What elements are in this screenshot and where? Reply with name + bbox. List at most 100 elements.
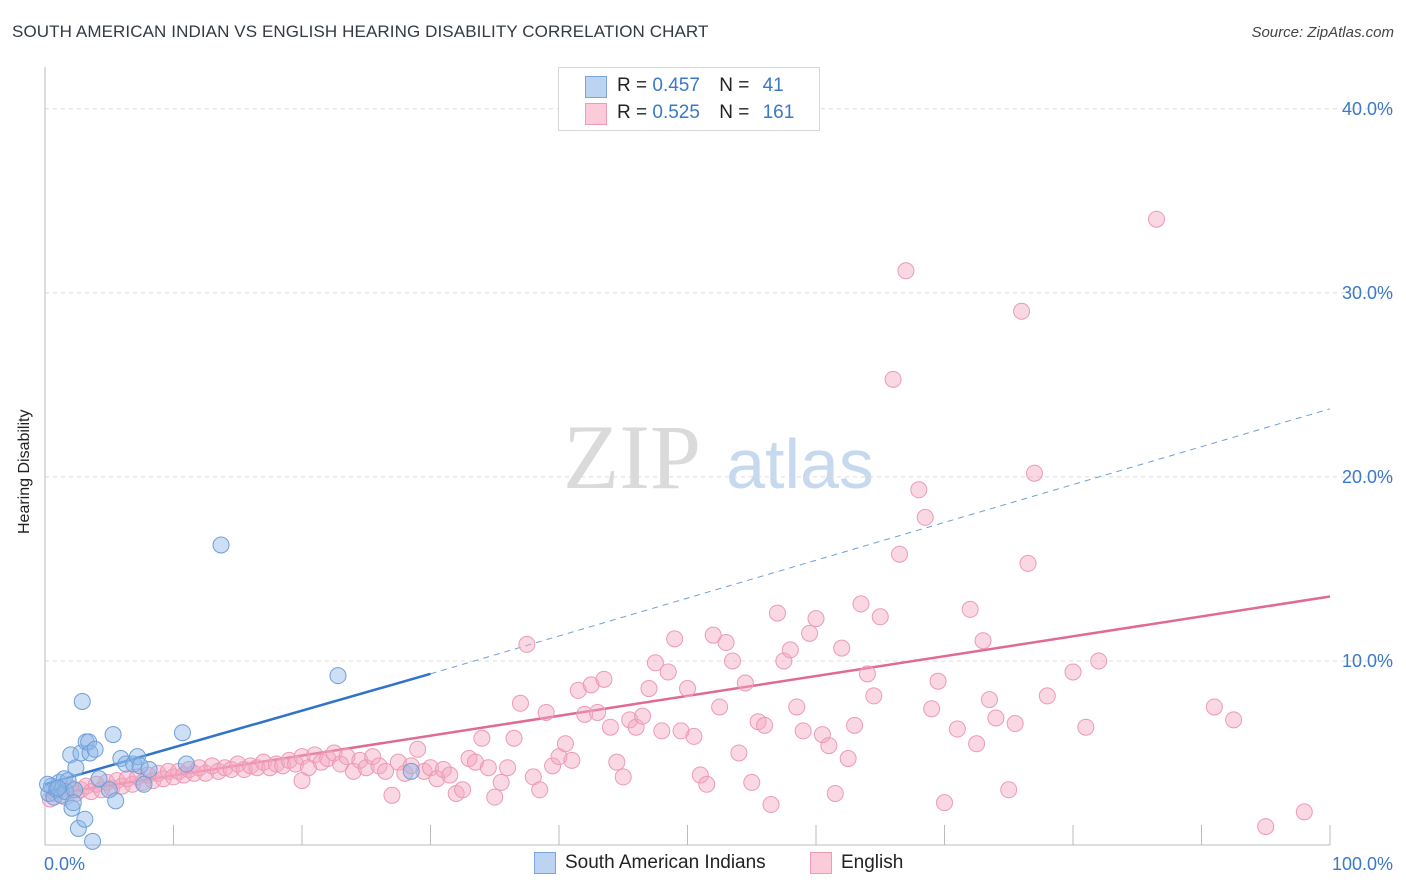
- trendline-english: [44, 595, 1331, 797]
- point-english: [653, 722, 671, 740]
- point-english: [422, 759, 439, 777]
- point-south-american-indians: [62, 746, 80, 764]
- y-tick-label: 10.0%: [1342, 651, 1393, 671]
- point-english: [389, 753, 407, 771]
- point-south-american-indians: [131, 757, 149, 775]
- point-english: [499, 759, 517, 777]
- watermark-atlas: atlas: [726, 425, 874, 503]
- chart-title: SOUTH AMERICAN INDIAN VS ENGLISH HEARING…: [12, 22, 709, 41]
- point-english: [576, 705, 594, 723]
- point-south-american-indians: [135, 775, 153, 793]
- point-english: [871, 608, 889, 626]
- point-english: [1295, 803, 1313, 821]
- point-english: [884, 370, 902, 388]
- point-english: [813, 726, 831, 744]
- point-english: [891, 545, 909, 563]
- legend-n-label: N =: [719, 75, 750, 96]
- point-south-american-indians: [67, 759, 85, 777]
- point-english: [723, 652, 741, 670]
- point-south-american-indians: [140, 761, 158, 779]
- point-english: [569, 681, 587, 699]
- point-english: [1077, 718, 1095, 736]
- point-english: [672, 722, 690, 740]
- point-south-american-indians: [49, 779, 67, 797]
- point-english: [364, 748, 382, 766]
- point-english: [948, 720, 966, 738]
- legend-row-south-american-indians: R = 0.457 N = 41: [617, 75, 784, 99]
- legend-swatch-south-american-indians: [585, 76, 607, 98]
- point-english: [377, 762, 395, 780]
- zipatlas-watermark: ZIP atlas: [563, 406, 874, 508]
- point-english: [601, 718, 619, 736]
- point-south-american-indians: [66, 781, 84, 799]
- legend-r-label: R =: [617, 75, 648, 96]
- point-south-american-indians: [104, 726, 122, 744]
- point-south-american-indians: [86, 740, 104, 758]
- point-english: [544, 757, 562, 775]
- point-english: [556, 735, 574, 753]
- point-english: [916, 508, 934, 526]
- legend: R = 0.457 N = 41 R = 0.525 N = 161: [558, 67, 820, 131]
- legend-r-value: 0.457: [652, 75, 700, 96]
- point-south-american-indians: [76, 810, 94, 828]
- point-english: [826, 784, 844, 802]
- point-english: [801, 624, 819, 642]
- legend-n-label: N =: [719, 102, 750, 123]
- point-english: [923, 700, 941, 718]
- point-english: [717, 634, 735, 652]
- point-english: [1064, 663, 1082, 681]
- point-south-american-indians: [173, 724, 191, 742]
- point-english: [563, 751, 581, 769]
- point-english: [974, 632, 992, 650]
- x-tick-label-max: 100.0%: [1332, 854, 1393, 874]
- point-english: [402, 757, 420, 775]
- point-english: [858, 665, 876, 683]
- point-english: [608, 753, 626, 771]
- point-english: [1257, 818, 1275, 836]
- point-english: [1090, 652, 1108, 670]
- bottom-legend-swatch-south-american-indians: [534, 852, 556, 874]
- point-english: [293, 748, 311, 766]
- point-english: [762, 796, 780, 814]
- point-english: [216, 759, 234, 777]
- x-tick-label-min: 0.0%: [44, 854, 85, 874]
- point-english: [929, 672, 947, 690]
- point-english: [357, 759, 375, 777]
- point-english: [486, 788, 504, 806]
- y-tick-label: 30.0%: [1342, 283, 1393, 303]
- legend-row-english: R = 0.525 N = 161: [617, 102, 794, 126]
- point-english: [910, 481, 928, 499]
- point-english: [961, 600, 979, 618]
- point-south-american-indians: [329, 667, 347, 685]
- point-english: [338, 748, 356, 766]
- point-south-american-indians: [100, 781, 118, 799]
- point-english: [634, 707, 652, 725]
- point-english: [589, 703, 607, 721]
- point-english: [704, 626, 722, 644]
- point-english: [736, 674, 754, 692]
- legend-swatch-english: [585, 103, 607, 125]
- point-english: [775, 652, 793, 670]
- point-english: [344, 762, 362, 780]
- point-english: [325, 744, 343, 762]
- point-english: [968, 735, 986, 753]
- legend-r-value: 0.525: [652, 102, 700, 123]
- point-english: [614, 768, 632, 786]
- point-english: [267, 755, 285, 773]
- point-south-american-indians: [107, 792, 125, 810]
- point-english: [1205, 698, 1223, 716]
- point-english: [788, 698, 806, 716]
- point-english: [679, 680, 696, 698]
- point-english: [1006, 715, 1024, 733]
- watermark-zip: ZIP: [563, 406, 701, 508]
- point-english: [473, 729, 491, 747]
- legend-r-label: R =: [617, 102, 648, 123]
- bottom-legend-label-english: English: [841, 852, 904, 873]
- point-english: [1225, 711, 1243, 729]
- legend-n-value: 41: [762, 75, 784, 96]
- point-english: [768, 604, 786, 622]
- point-english: [595, 670, 613, 688]
- point-english: [839, 749, 857, 767]
- point-english: [505, 729, 523, 747]
- point-english: [794, 722, 812, 740]
